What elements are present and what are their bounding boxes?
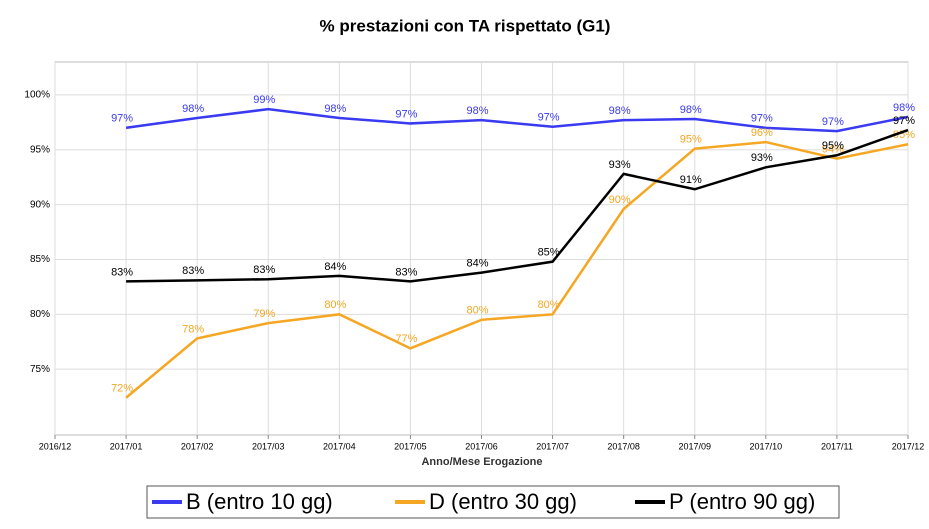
data-label: 90% [609, 194, 631, 206]
x-tick-label: 2017/01 [110, 441, 143, 451]
data-label: 83% [253, 264, 275, 276]
y-tick-label: 95% [30, 144, 50, 155]
data-label: 83% [111, 266, 133, 278]
data-label: 95% [822, 140, 844, 152]
data-label: 80% [466, 305, 488, 317]
data-label: 97% [751, 113, 773, 125]
line [125, 140, 909, 399]
data-label: 95% [680, 134, 702, 146]
data-label: 98% [466, 105, 488, 117]
x-tick-label: 2017/05 [394, 441, 427, 451]
legend-label: B (entro 10 gg) [186, 489, 333, 514]
data-label: 84% [466, 258, 488, 270]
x-tick-label: 2017/07 [536, 441, 569, 451]
data-label: 93% [609, 159, 631, 171]
data-label: 98% [182, 103, 204, 115]
data-label: 94% [822, 143, 844, 155]
data-label: 98% [609, 105, 631, 117]
x-axis-label: Anno/Mese Erogazione [421, 456, 542, 468]
data-label: 91% [680, 174, 702, 186]
data-label: 99% [253, 94, 275, 106]
x-tick-label: 2017/10 [750, 441, 783, 451]
y-tick-label: 90% [30, 199, 50, 210]
y-tick-label: 80% [30, 309, 50, 320]
chart-title: % prestazioni con TA rispettato (G1) [320, 16, 611, 35]
data-label: 97% [893, 115, 915, 127]
y-tick-label: 100% [24, 90, 50, 101]
line [125, 107, 909, 133]
data-label: 84% [324, 261, 346, 273]
x-tick-label: 2017/08 [607, 441, 640, 451]
data-label: 72% [111, 383, 133, 395]
data-label: 83% [182, 265, 204, 277]
data-label: 97% [822, 116, 844, 128]
data-label: 80% [324, 299, 346, 311]
data-label: 97% [111, 113, 133, 125]
x-tick-label: 2017/03 [252, 441, 285, 451]
legend-label: P (entro 90 gg) [669, 489, 815, 514]
data-label: 78% [182, 323, 204, 335]
x-tick-label: 2017/02 [181, 441, 214, 451]
x-tick-label: 2017/12 [892, 441, 925, 451]
data-label: 83% [395, 266, 417, 278]
data-label: 85% [538, 247, 560, 259]
data-label: 93% [751, 152, 773, 164]
x-tick-label: 2017/06 [465, 441, 498, 451]
data-label: 98% [324, 103, 346, 115]
x-tick-label: 2016/12 [39, 441, 72, 451]
x-tick-label: 2017/04 [323, 441, 356, 451]
data-label: 77% [395, 333, 417, 345]
data-label: 79% [253, 308, 275, 320]
legend-label: D (entro 30 gg) [429, 489, 577, 514]
data-label: 97% [395, 108, 417, 120]
legend-box [146, 485, 840, 519]
data-label: 80% [538, 299, 560, 311]
x-tick-label: 2017/09 [678, 441, 711, 451]
x-tick-label: 2017/11 [821, 441, 853, 451]
data-label: 98% [680, 104, 702, 116]
line [126, 128, 909, 283]
data-label: 97% [538, 112, 560, 124]
data-label: 96% [751, 127, 773, 139]
data-label: 98% [893, 102, 915, 114]
y-tick-label: 75% [30, 364, 50, 375]
y-tick-label: 85% [30, 254, 50, 265]
